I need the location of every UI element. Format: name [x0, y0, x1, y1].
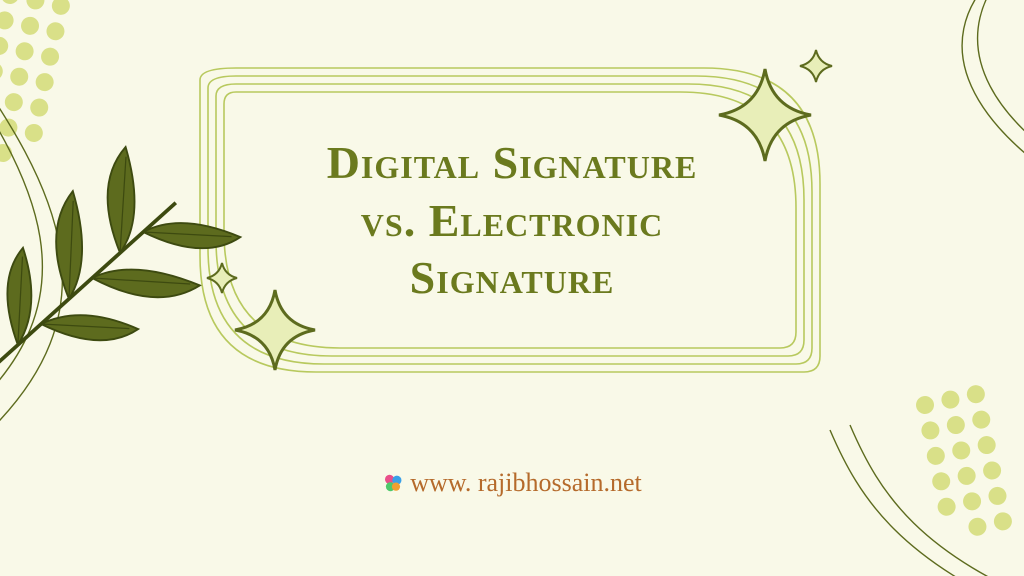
infographic-canvas: Digital Signature vs. Electronic Signatu… — [0, 0, 1024, 576]
title-line-2: vs. Electronic — [361, 194, 663, 245]
footer-url-text: www. rajibhossain.net — [410, 468, 642, 498]
dot-cluster-bottom-right — [914, 384, 1013, 543]
page-title: Digital Signature vs. Electronic Signatu… — [232, 134, 792, 307]
sparkle-small-tr — [800, 50, 832, 82]
dot-cluster-top-left — [0, 0, 72, 169]
brain-logo-icon — [382, 472, 404, 494]
leaf-branch-bottom-right — [802, 543, 1024, 576]
footer-url-row: www. rajibhossain.net — [382, 468, 642, 498]
title-container: Digital Signature vs. Electronic Signatu… — [232, 134, 792, 307]
title-line-1: Digital Signature — [327, 137, 698, 188]
title-line-3: Signature — [410, 252, 615, 303]
